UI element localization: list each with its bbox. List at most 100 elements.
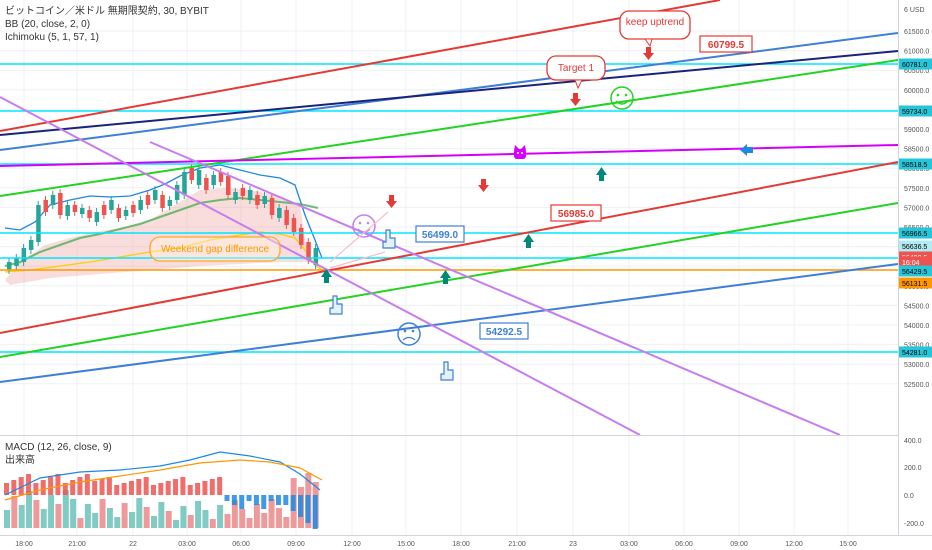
sad-face-icon: [397, 322, 421, 346]
cat-icon: [514, 145, 526, 159]
svg-text:56966.5: 56966.5: [902, 231, 927, 238]
candle-body: [167, 200, 173, 206]
trend-green-lower: [0, 202, 899, 358]
volume-bar: [114, 517, 121, 528]
svg-text:60799.5: 60799.5: [708, 40, 745, 51]
candle-body: [101, 205, 107, 215]
volume-legend-label: 出来高: [5, 453, 35, 466]
candle-body: [131, 205, 136, 213]
chart-legend: ビットコイン／米ドル 無期限契約, 30, BYBIT BB (20, clos…: [5, 4, 209, 43]
label-56499[interactable]: 56499.0: [415, 225, 465, 243]
candle-body: [109, 200, 114, 210]
macd-histogram-bar: [187, 485, 193, 495]
volume-bar: [11, 496, 18, 528]
down-arrow-icon: [386, 195, 397, 208]
svg-text:56499.0: 56499.0: [422, 230, 459, 241]
candle-body: [58, 193, 63, 215]
volume-bar: [261, 513, 268, 528]
svg-text:58518.5: 58518.5: [902, 162, 927, 169]
time-axis[interactable]: 18:00 21:00 22 03:00 06:00 09:00 12:00 15:00 18:…: [0, 535, 932, 549]
macd-histogram-bar: [128, 481, 134, 495]
svg-text:56429.5: 56429.5: [902, 269, 927, 276]
up-arrow-icon: [321, 269, 332, 283]
macd-histogram-bar: [18, 477, 24, 495]
hand-pointer-icon: [440, 361, 454, 381]
svg-text:Target 1: Target 1: [558, 63, 595, 74]
volume-bar: [77, 518, 84, 528]
macd-histogram-bar: [151, 485, 156, 495]
svg-text:keep uptrend: keep uptrend: [626, 17, 684, 28]
symbol-title: ビットコイン／米ドル 無期限契約, 30, BYBIT: [5, 4, 209, 17]
candle-body: [116, 208, 121, 218]
trend-red-upper: [0, 0, 721, 132]
time-tick: 23: [569, 541, 577, 548]
label-54292[interactable]: 54292.5: [479, 322, 529, 340]
macd-histogram-bar: [290, 495, 296, 511]
bb-legend: BB (20, close, 2, 0): [5, 19, 90, 30]
volume-bar: [136, 498, 143, 528]
signal-arrows: [321, 47, 753, 284]
volume-bar: [48, 495, 55, 528]
macd-histogram-bar: [62, 483, 68, 495]
time-tick: 12:00: [785, 541, 803, 548]
volume-bar: [283, 517, 290, 528]
volume-bar: [209, 519, 216, 528]
macd-line: [4, 451, 321, 496]
trend-steel-lower: [0, 263, 899, 383]
candle-body: [72, 205, 78, 212]
macd-histogram-bar: [283, 495, 289, 505]
candle-body: [218, 172, 224, 182]
time-tick: 06:00: [675, 541, 693, 548]
weekend-gap-callout[interactable]: Weekend gap difference: [149, 236, 281, 262]
price-tick: 57500.0: [904, 186, 929, 193]
macd-histogram-bar: [202, 481, 208, 495]
candle-body: [247, 190, 253, 200]
candle-body: [189, 168, 194, 180]
volume-bar: [151, 516, 157, 528]
macd-legend-label: MACD (12, 26, close, 9): [5, 442, 112, 453]
left-arrow-icon: [740, 144, 753, 156]
volume-bar: [26, 491, 33, 528]
macd-histogram-bar: [312, 495, 318, 529]
time-tick: 03:00: [620, 541, 638, 548]
price-tick: 60500.0: [904, 68, 929, 75]
macd-histogram-bar: [4, 483, 9, 495]
svg-text:56636.5: 56636.5: [902, 244, 927, 251]
price-badge: 54281.0: [899, 346, 932, 358]
volume-bar: [158, 502, 165, 528]
macd-histogram-bar: [158, 483, 164, 495]
price-tick: 52500.0: [904, 382, 929, 389]
price-badge: 56429.5: [899, 265, 932, 277]
candle-body: [80, 208, 85, 214]
up-arrow-icon: [440, 270, 451, 284]
macd-tick: 400.0: [904, 438, 922, 445]
time-tick: 18:00: [15, 541, 33, 548]
macd-histogram-bar: [298, 495, 303, 517]
macd-histogram-bar: [246, 495, 252, 501]
svg-text:6 USD: 6 USD: [904, 7, 925, 14]
price-tick: 53000.0: [904, 362, 929, 369]
label-56985[interactable]: 56985.0: [550, 204, 602, 222]
volume-bar: [231, 500, 238, 528]
volume-bar: [275, 508, 282, 528]
volume-bar: [106, 508, 113, 528]
macd-histogram-bar: [173, 479, 179, 495]
hand-pointer-icon: [329, 295, 343, 315]
keep-uptrend-callout[interactable]: keep uptrend: [619, 10, 691, 48]
macd-tick: 0.0: [904, 493, 914, 500]
volume-bar: [92, 513, 99, 528]
time-tick: 18:00: [452, 541, 470, 548]
label-60799[interactable]: 60799.5: [699, 35, 753, 53]
target-1-callout[interactable]: Target 1: [546, 55, 606, 90]
macd-histogram-bar: [195, 483, 201, 495]
candle-body: [7, 262, 12, 270]
candle-body: [204, 178, 209, 190]
candle-body: [277, 208, 282, 218]
macd-histogram-bar: [48, 477, 54, 495]
price-axis[interactable]: 6 USD 61500.061000.060500.060000.059500.…: [898, 0, 932, 535]
candle-body: [94, 212, 100, 222]
svg-text:16:04: 16:04: [902, 260, 920, 267]
price-badge: 59734.0: [899, 105, 932, 117]
ichimoku-legend: Ichimoku (5, 1, 57, 1): [5, 32, 99, 43]
